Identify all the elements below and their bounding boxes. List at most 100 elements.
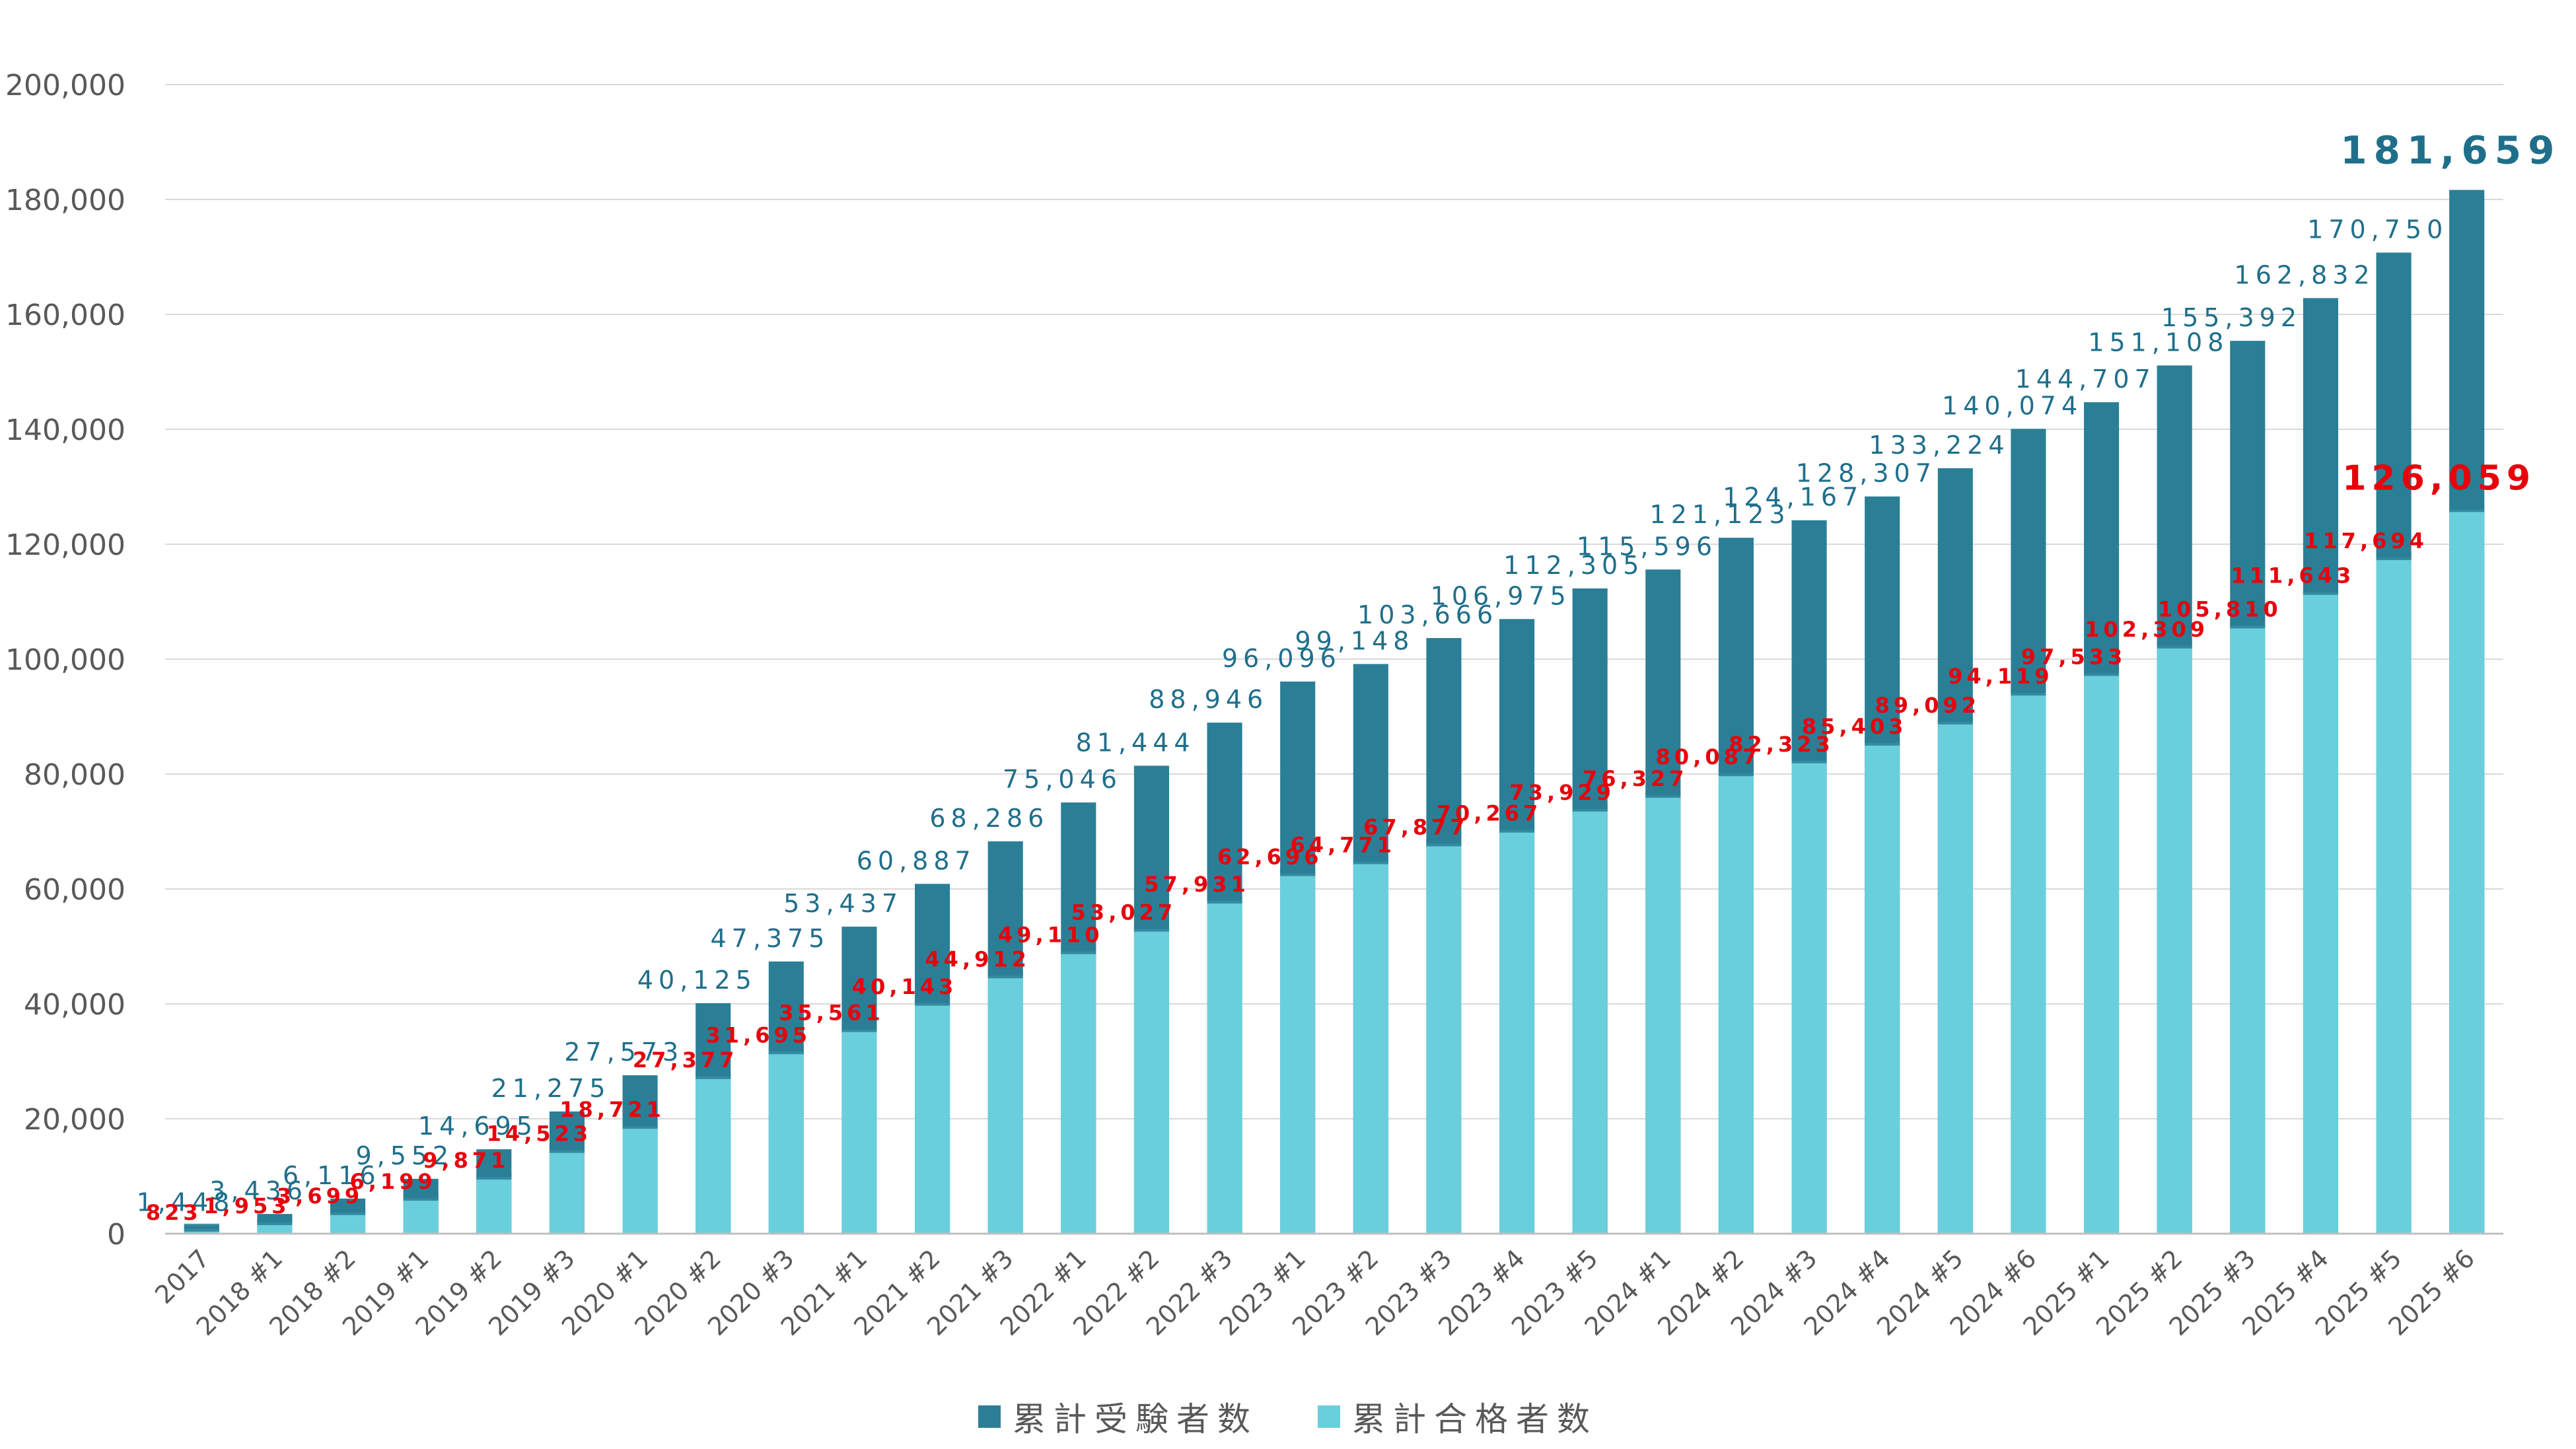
bar-passers-cap xyxy=(841,1024,877,1032)
data-label-passers: 105,810 xyxy=(2158,596,2282,621)
bar-passers-cap xyxy=(987,970,1023,979)
data-label-examinees: 88,946 xyxy=(1149,685,1268,714)
legend-item-passers[interactable]: 累計合格者数 xyxy=(1318,1393,1598,1440)
bar-passers-cap xyxy=(1426,838,1462,847)
cumulative-bar-chart: 0 20,000 40,000 60,000 80,000 100,000 120,000 1… xyxy=(5,69,2561,1341)
data-label-passers: 64,771 xyxy=(1291,832,1396,857)
bar-passers xyxy=(1791,760,1827,1234)
data-label-examinees: 47,375 xyxy=(710,924,830,953)
bar-passers xyxy=(257,1222,293,1234)
bar-passers xyxy=(1572,808,1608,1234)
data-label-passers: 823 xyxy=(146,1200,202,1225)
bar-passers-cap xyxy=(1718,768,1754,777)
data-label-passers: 126,059 xyxy=(2342,458,2536,498)
data-label-passers: 6,199 xyxy=(350,1169,437,1194)
bar-passers xyxy=(549,1150,585,1234)
bar-passers-cap xyxy=(330,1207,366,1215)
bar-passers xyxy=(1645,795,1681,1234)
legend-label-passers: 累計合格者数 xyxy=(1352,1400,1598,1438)
data-label-passers: 80,087 xyxy=(1656,744,1761,769)
bar-passers-cap xyxy=(1061,946,1096,954)
bar-passers xyxy=(915,1003,950,1234)
data-label-passers: 111,643 xyxy=(2231,563,2355,588)
data-label-passers: 44,912 xyxy=(925,946,1030,972)
data-label-passers: 67,877 xyxy=(1363,814,1468,839)
bar-passers-cap xyxy=(1645,789,1681,798)
bar-passers-cap xyxy=(1353,856,1388,865)
bar-passers-cap xyxy=(403,1193,439,1201)
data-label-passers: 35,561 xyxy=(779,1001,884,1026)
bar-passers-cap xyxy=(476,1172,512,1180)
bar-passers xyxy=(476,1177,512,1234)
bar-passers-cap xyxy=(257,1217,293,1226)
bar-passers-cap xyxy=(2230,620,2266,629)
x-tick-label: 2017 xyxy=(149,1244,215,1310)
y-tick-label: 120,000 xyxy=(5,528,125,562)
data-label-examinees: 40,125 xyxy=(637,966,757,995)
data-label-examinees: 103,666 xyxy=(1357,600,1498,629)
y-tick-label: 200,000 xyxy=(5,69,125,102)
bar-passers-cap xyxy=(1791,755,1827,763)
data-label-examinees: 81,444 xyxy=(1076,728,1196,757)
data-label-passers: 9,871 xyxy=(423,1148,509,1173)
data-label-passers: 117,694 xyxy=(2304,528,2428,553)
data-label-examinees: 112,305 xyxy=(1503,551,1644,580)
bar-passers xyxy=(403,1198,439,1234)
bar-passers xyxy=(2303,592,2338,1234)
bar-passers-cap xyxy=(1280,868,1316,876)
legend-swatch-examinees xyxy=(978,1405,1001,1428)
data-label-passers: 73,929 xyxy=(1509,780,1614,805)
bar-passers xyxy=(1353,861,1388,1234)
bar-passers-cap xyxy=(2157,640,2192,649)
bar-passers-cap xyxy=(2084,668,2120,676)
bar-passers-cap xyxy=(2303,586,2338,595)
bar-passers xyxy=(2084,673,2120,1234)
bar-passers xyxy=(841,1029,877,1234)
y-tick-label: 160,000 xyxy=(5,299,125,332)
data-label-examinees: 106,975 xyxy=(1431,581,1571,610)
bar-passers xyxy=(1426,843,1462,1234)
bar-passers xyxy=(1718,773,1754,1234)
bar-passers xyxy=(1133,929,1169,1234)
bar-passers-cap xyxy=(915,997,950,1006)
legend-item-examinees[interactable]: 累計受験者数 xyxy=(978,1393,1258,1440)
data-label-examinees: 75,046 xyxy=(1003,765,1122,794)
y-tick-label: 140,000 xyxy=(5,413,125,447)
data-label-examinees: 60,887 xyxy=(857,846,976,875)
data-label-passers: 49,110 xyxy=(998,923,1103,948)
data-label-passers: 76,327 xyxy=(1583,766,1688,791)
data-label-passers: 3,699 xyxy=(277,1184,363,1209)
bar-passers xyxy=(696,1076,731,1234)
bar-passers-cap xyxy=(1572,803,1608,812)
data-label-examinees: 27,573 xyxy=(564,1038,684,1067)
bar-passers-cap xyxy=(2449,504,2485,512)
data-label-passers: 82,323 xyxy=(1729,732,1834,757)
data-label-passers: 1,953 xyxy=(203,1193,290,1219)
data-label-passers: 18,721 xyxy=(559,1097,664,1122)
data-label-examinees: 181,659 xyxy=(2340,128,2561,173)
bar-passers-cap xyxy=(549,1145,585,1153)
bars xyxy=(184,190,2485,1234)
data-label-examinees: 124,167 xyxy=(1723,483,1863,512)
data-label-passers: 40,143 xyxy=(852,974,957,999)
y-tick-label: 40,000 xyxy=(24,988,125,1022)
bar-passers-cap xyxy=(184,1223,219,1232)
bar-passers xyxy=(2449,509,2485,1234)
data-label-passers: 85,403 xyxy=(1802,714,1907,739)
data-label-examinees: 162,832 xyxy=(2235,260,2375,289)
bar-passers-cap xyxy=(2011,688,2046,696)
bar-passers xyxy=(1280,873,1316,1234)
data-label-passers: 89,092 xyxy=(1875,693,1980,718)
bar-passers xyxy=(2376,557,2412,1234)
bar-passers xyxy=(2011,693,2046,1234)
bar-passers xyxy=(622,1126,658,1234)
data-label-passers: 53,027 xyxy=(1071,900,1176,925)
bar-passers-cap xyxy=(696,1071,731,1079)
data-label-examinees: 140,074 xyxy=(1942,391,2083,420)
bar-passers xyxy=(330,1212,366,1234)
data-label-examinees: 6,116 xyxy=(283,1161,381,1190)
data-label-examinees: 170,750 xyxy=(2307,215,2448,244)
data-label-examinees: 21,275 xyxy=(491,1074,611,1103)
